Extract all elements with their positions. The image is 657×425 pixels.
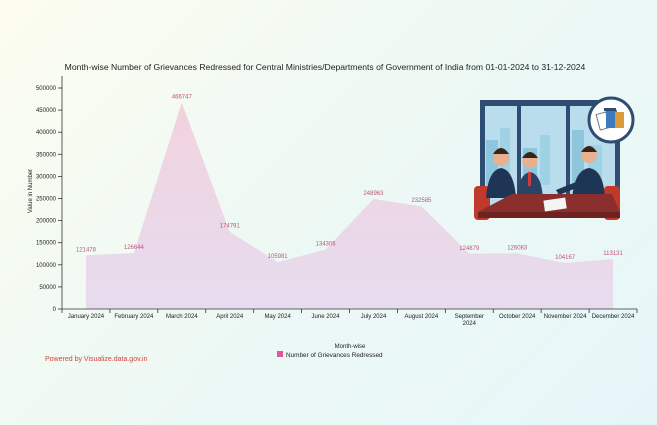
- y-tick-label: 350000: [36, 152, 57, 158]
- data-label: 232585: [411, 198, 432, 204]
- y-axis-label: Value in Number: [28, 169, 34, 213]
- x-tick-label: March 2024: [166, 314, 198, 320]
- x-tick-label: December 2024: [592, 314, 635, 320]
- data-label: 113131: [603, 251, 623, 257]
- y-ticks: 0 50000 100000 150000 200000 250000 300000 3500…: [36, 86, 62, 313]
- series-area-grievances-redressed: [85, 102, 614, 310]
- x-ticks: January 2024 February 2024 March 2024 April…: [61, 309, 638, 327]
- legend-swatch: [277, 351, 283, 357]
- y-tick-label: 300000: [36, 174, 57, 180]
- data-label: 126644: [124, 245, 145, 251]
- x-tick-label: October 2024: [499, 314, 536, 320]
- powered-by-footer[interactable]: Powered by Visualize.data.gov.in: [45, 356, 148, 363]
- x-tick-label: July 2024: [361, 314, 387, 320]
- x-axis-label: Month-wise: [335, 344, 366, 350]
- data-label: 104167: [555, 255, 576, 261]
- x-tick-label: August 2024: [405, 314, 439, 320]
- chart-title: Month-wise Number of Grievances Redresse…: [65, 62, 586, 72]
- y-tick-label: 450000: [36, 108, 57, 114]
- x-tick-label: November 2024: [544, 314, 587, 320]
- business-meeting-illustration: [474, 96, 635, 220]
- x-tick-label: April 2024: [216, 314, 244, 320]
- data-label: 466747: [172, 95, 193, 101]
- data-label: 248963: [363, 191, 384, 197]
- x-tick-label: June 2024: [312, 314, 341, 320]
- x-tick-label: January 2024: [68, 314, 105, 320]
- y-tick-label: 200000: [36, 219, 57, 225]
- data-label: 174791: [220, 224, 241, 230]
- data-label: 124879: [459, 246, 480, 252]
- y-tick-label: 250000: [36, 197, 57, 203]
- y-tick-label: 400000: [36, 130, 57, 136]
- x-tick-label: February 2024: [114, 314, 154, 320]
- data-label: 134306: [316, 242, 337, 248]
- y-tick-label: 500000: [36, 86, 57, 92]
- legend-label: Number of Grievances Redressed: [286, 352, 383, 359]
- data-label: 105981: [268, 254, 289, 260]
- y-tick-label: 0: [53, 307, 57, 313]
- x-tick-label: May 2024: [264, 314, 291, 320]
- legend: Number of Grievances Redressed: [277, 351, 383, 359]
- x-tick-label: September 2024: [455, 314, 484, 327]
- data-label: 126083: [507, 245, 528, 251]
- data-labels: 121478 126644 466747 174791 105981 134306 2489…: [76, 95, 624, 261]
- y-tick-label: 100000: [36, 263, 57, 269]
- y-tick-label: 150000: [36, 241, 57, 247]
- data-label: 121478: [76, 247, 97, 253]
- y-tick-label: 50000: [39, 285, 56, 291]
